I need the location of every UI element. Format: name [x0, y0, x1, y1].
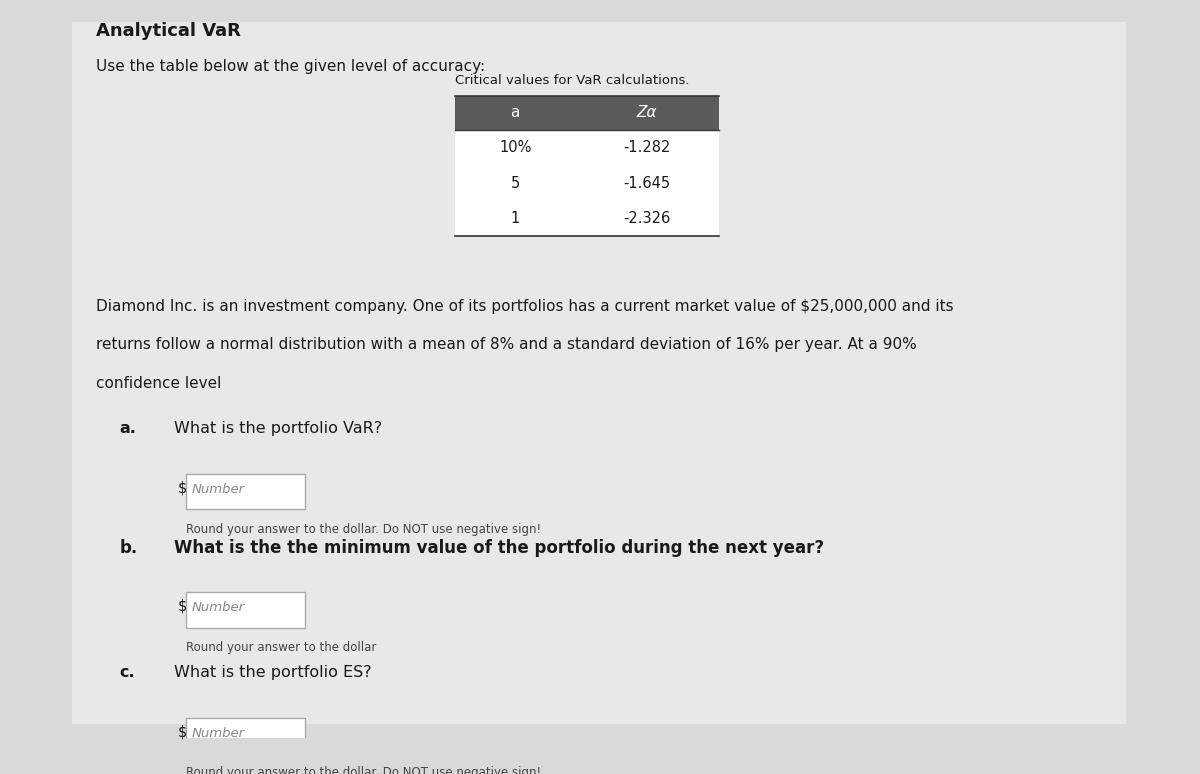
Text: Round your answer to the dollar. Do NOT use negative sign!: Round your answer to the dollar. Do NOT … [186, 522, 541, 536]
FancyBboxPatch shape [72, 22, 1126, 724]
Text: b.: b. [120, 539, 138, 557]
Text: 1: 1 [510, 211, 520, 226]
Text: $: $ [178, 724, 187, 739]
Text: c.: c. [120, 665, 136, 680]
Text: Number: Number [192, 727, 245, 740]
Text: $: $ [178, 598, 187, 614]
FancyBboxPatch shape [455, 200, 719, 236]
Text: What is the portfolio ES?: What is the portfolio ES? [174, 665, 371, 680]
Text: Round your answer to the dollar. Do NOT use negative sign!: Round your answer to the dollar. Do NOT … [186, 766, 541, 774]
Text: What is the portfolio VaR?: What is the portfolio VaR? [174, 421, 382, 436]
Text: Analytical VaR: Analytical VaR [96, 22, 241, 40]
Text: 10%: 10% [499, 140, 532, 155]
FancyBboxPatch shape [186, 474, 306, 509]
Text: Number: Number [192, 601, 245, 614]
Text: -1.282: -1.282 [623, 140, 671, 155]
FancyBboxPatch shape [186, 592, 306, 628]
Text: a.: a. [120, 421, 137, 436]
Text: Round your answer to the dollar: Round your answer to the dollar [186, 641, 376, 654]
Text: -1.645: -1.645 [623, 176, 671, 190]
Text: confidence level: confidence level [96, 376, 221, 391]
Text: returns follow a normal distribution with a mean of 8% and a standard deviation : returns follow a normal distribution wit… [96, 337, 917, 352]
Text: a: a [510, 105, 520, 121]
Text: Use the table below at the given level of accuracy:: Use the table below at the given level o… [96, 59, 485, 74]
Text: Critical values for VaR calculations.: Critical values for VaR calculations. [455, 74, 690, 87]
Text: What is the the minimum value of the portfolio during the next year?: What is the the minimum value of the por… [174, 539, 824, 557]
FancyBboxPatch shape [186, 717, 306, 753]
Text: Number: Number [192, 483, 245, 496]
Text: 5: 5 [510, 176, 520, 190]
FancyBboxPatch shape [455, 130, 719, 166]
Text: -2.326: -2.326 [623, 211, 671, 226]
FancyBboxPatch shape [455, 96, 719, 130]
Text: Zα: Zα [637, 105, 658, 121]
Text: Diamond Inc. is an investment company. One of its portfolios has a current marke: Diamond Inc. is an investment company. O… [96, 299, 954, 314]
FancyBboxPatch shape [455, 166, 719, 200]
Text: $: $ [178, 481, 187, 495]
